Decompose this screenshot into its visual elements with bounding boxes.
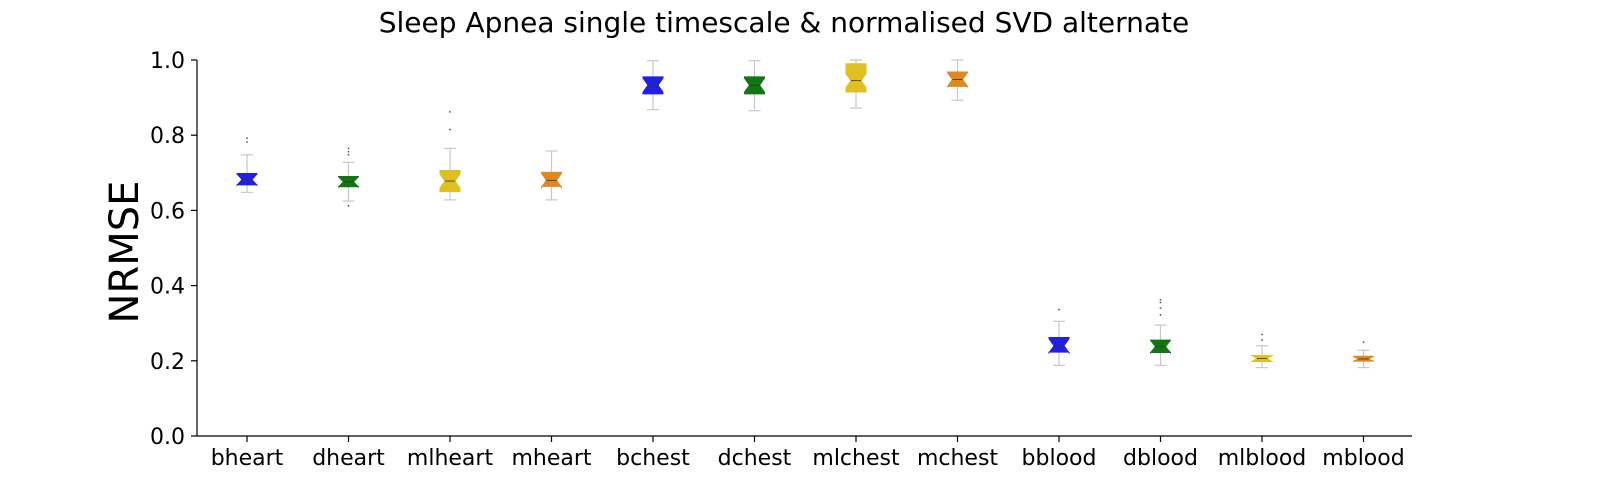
chart-title: Sleep Apnea single timescale & normalise… <box>379 6 1190 39</box>
x-tick-label: mlchest <box>812 446 900 471</box>
x-tick-label: dblood <box>1123 446 1198 471</box>
notched-box <box>541 171 562 189</box>
outlier-point <box>347 153 350 156</box>
y-ticks: 0.0 0.2 0.4 0.6 0.8 1.0 <box>150 49 197 450</box>
box-mblood <box>1353 341 1374 369</box>
y-tick-label: 0.0 <box>150 425 185 450</box>
outlier-point <box>449 110 451 113</box>
outlier-point <box>1159 314 1162 316</box>
outlier-point <box>1159 307 1162 310</box>
box-mheart <box>541 150 562 201</box>
y-tick-label: 1.0 <box>150 49 185 74</box>
box-bchest <box>642 60 664 111</box>
x-tick-label: mlheart <box>407 446 494 471</box>
outlier-point <box>347 150 350 153</box>
outlier-point <box>347 204 350 207</box>
box-dchest <box>744 60 765 112</box>
outlier-point <box>1159 301 1162 304</box>
x-tick-label: dheart <box>312 446 385 471</box>
y-tick-label: 0.2 <box>150 350 185 375</box>
x-tick-label: bblood <box>1022 446 1097 471</box>
outlier-point <box>1058 308 1060 311</box>
notched-box <box>845 63 867 93</box>
outlier-point <box>1261 339 1263 342</box>
box-dblood <box>1150 298 1171 366</box>
x-tick-label: dchest <box>718 446 792 471</box>
y-tick-label: 0.4 <box>150 275 185 300</box>
notched-box <box>1048 336 1070 355</box>
x-tick-label: bchest <box>616 446 690 471</box>
box-dheart <box>338 147 359 207</box>
box-mlblood <box>1250 333 1274 369</box>
x-tick-label: mchest <box>917 446 998 471</box>
outlier-point <box>1362 341 1365 343</box>
box-bblood <box>1048 308 1070 366</box>
boxes <box>236 59 1374 369</box>
outlier-point <box>246 137 248 140</box>
x-tick-label: mblood <box>1322 446 1404 471</box>
x-ticks: bheart dheart mlheart mheart bchest dchest mlc… <box>211 436 1405 471</box>
outlier-point <box>449 128 451 131</box>
x-tick-label: mlblood <box>1218 446 1307 471</box>
outlier-point <box>347 147 350 150</box>
box-bheart <box>236 137 258 193</box>
outlier-point <box>1261 333 1263 336</box>
x-tick-label: mheart <box>511 446 591 471</box>
outlier-point <box>246 141 248 143</box>
box-mlchest <box>845 59 867 109</box>
y-tick-label: 0.6 <box>150 199 185 224</box>
y-axis-label: NRMSE <box>102 181 148 324</box>
box-mlheart <box>439 110 461 201</box>
x-tick-label: bheart <box>211 446 284 471</box>
outlier-point <box>1159 298 1162 301</box>
y-tick-label: 0.8 <box>150 124 185 149</box>
box-mchest <box>947 59 968 101</box>
